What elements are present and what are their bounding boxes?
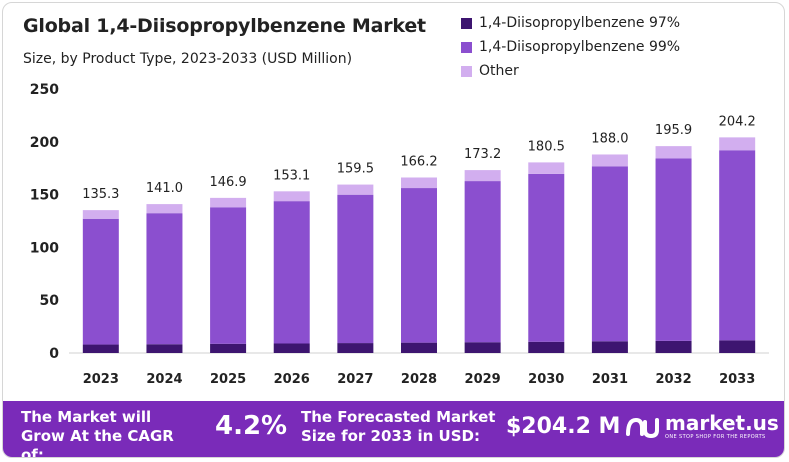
bar-segment-99	[273, 201, 310, 344]
legend-label-99: 1,4-Diisopropylbenzene 99%	[479, 39, 681, 55]
bar-segment-99	[655, 158, 692, 341]
x-tick-label: 2033	[719, 372, 755, 387]
bar-segment-other	[464, 170, 501, 182]
bar-segment-99	[464, 181, 501, 343]
bar-total-label: 166.2	[400, 154, 437, 169]
bar-total-label: 135.3	[82, 187, 119, 202]
x-tick-label: 2026	[274, 372, 310, 387]
chart-frame: Global 1,4-Diisopropylbenzene Market Siz…	[2, 2, 785, 458]
bar-segment-other	[655, 146, 692, 159]
bar-segment-97	[655, 340, 692, 353]
bar-segment-other	[273, 191, 310, 202]
bar-segment-other	[528, 162, 565, 174]
bar-segment-97	[464, 342, 501, 353]
legend-label-97: 1,4-Diisopropylbenzene 97%	[479, 15, 681, 31]
cagr-value: 4.2%	[215, 411, 288, 441]
footer-banner: The Market will Grow At the CAGR of: 4.2…	[3, 401, 784, 458]
bar-segment-other	[719, 137, 756, 151]
bar-segment-other	[82, 210, 119, 219]
legend-item-97: 1,4-Diisopropylbenzene 97%	[461, 11, 680, 35]
y-tick-label: 50	[40, 293, 60, 309]
y-tick-label: 200	[30, 135, 59, 151]
bar-segment-99	[82, 218, 119, 345]
bar-segment-97	[401, 342, 437, 353]
x-tick-label: 2032	[655, 372, 691, 387]
x-tick-label: 2027	[337, 372, 373, 387]
chart-subtitle: Size, by Product Type, 2023-2033 (USD Mi…	[23, 51, 353, 67]
bar-segment-97	[210, 343, 247, 353]
forecast-label: The Forecasted Market Size for 2033 in U…	[301, 408, 496, 445]
legend-item-other: Other	[461, 59, 680, 83]
forecast-value: $204.2 M	[506, 414, 621, 439]
y-tick-label: 250	[30, 82, 59, 98]
bar-segment-other	[401, 177, 437, 189]
brand-logo: market.us ONE STOP SHOP FOR THE REPORTS	[625, 413, 779, 441]
bar-total-label: 180.5	[528, 139, 565, 154]
bar-total-label: 159.5	[337, 162, 374, 177]
bar-segment-99	[591, 166, 628, 342]
bar-segment-97	[719, 340, 756, 353]
bar-chart: 0 50 100 150 200 250 135.3 2023 141.0 2024 146.9 20…	[30, 82, 769, 387]
bar-total-label: 141.0	[146, 181, 183, 196]
legend-swatch-97	[461, 17, 472, 29]
x-tick-label: 2025	[210, 372, 246, 387]
bar-segment-97	[82, 344, 119, 353]
y-tick-label: 100	[30, 240, 59, 256]
x-tick-label: 2028	[401, 372, 437, 387]
bar-segment-99	[337, 194, 374, 344]
x-tick-label: 2023	[83, 372, 119, 387]
bar-segment-97	[591, 341, 628, 353]
legend-item-99: 1,4-Diisopropylbenzene 99%	[461, 35, 680, 59]
x-tick-label: 2024	[146, 372, 182, 387]
bar-segment-other	[337, 184, 374, 195]
x-tick-label: 2029	[465, 372, 501, 387]
bar-total-label: 204.2	[719, 114, 756, 129]
legend: 1,4-Diisopropylbenzene 97% 1,4-Diisoprop…	[461, 11, 680, 83]
bar-total-label: 153.1	[273, 168, 310, 183]
bar-segment-99	[528, 173, 565, 342]
bar-segment-97	[528, 341, 565, 353]
legend-label-other: Other	[479, 63, 519, 79]
bar-segment-97	[273, 343, 310, 353]
bar-segment-99	[146, 213, 183, 345]
bar-segment-97	[337, 343, 374, 353]
bar-segment-other	[146, 204, 183, 214]
bar-segment-97	[146, 344, 183, 353]
bar-segment-99	[210, 207, 247, 344]
y-tick-label: 150	[30, 188, 59, 204]
growth-label: The Market will Grow At the CAGR of:	[21, 408, 174, 458]
bar-total-label: 146.9	[209, 175, 246, 190]
bar-segment-other	[210, 197, 247, 208]
x-tick-label: 2031	[592, 372, 628, 387]
bar-segment-99	[719, 150, 756, 341]
legend-swatch-99	[461, 41, 472, 53]
brand-logo-icon	[626, 417, 659, 439]
bar-total-label: 188.0	[591, 131, 628, 146]
bar-segment-99	[401, 188, 437, 343]
y-tick-label: 0	[49, 346, 59, 362]
brand-tagline: ONE STOP SHOP FOR THE REPORTS	[665, 434, 766, 440]
brand-name: market.us	[665, 411, 779, 435]
bar-segment-other	[591, 154, 628, 167]
bar-total-label: 173.2	[464, 147, 501, 162]
bar-total-label: 195.9	[655, 123, 692, 138]
legend-swatch-other	[461, 65, 472, 77]
x-tick-label: 2030	[528, 372, 564, 387]
chart-title: Global 1,4-Diisopropylbenzene Market	[23, 15, 426, 37]
